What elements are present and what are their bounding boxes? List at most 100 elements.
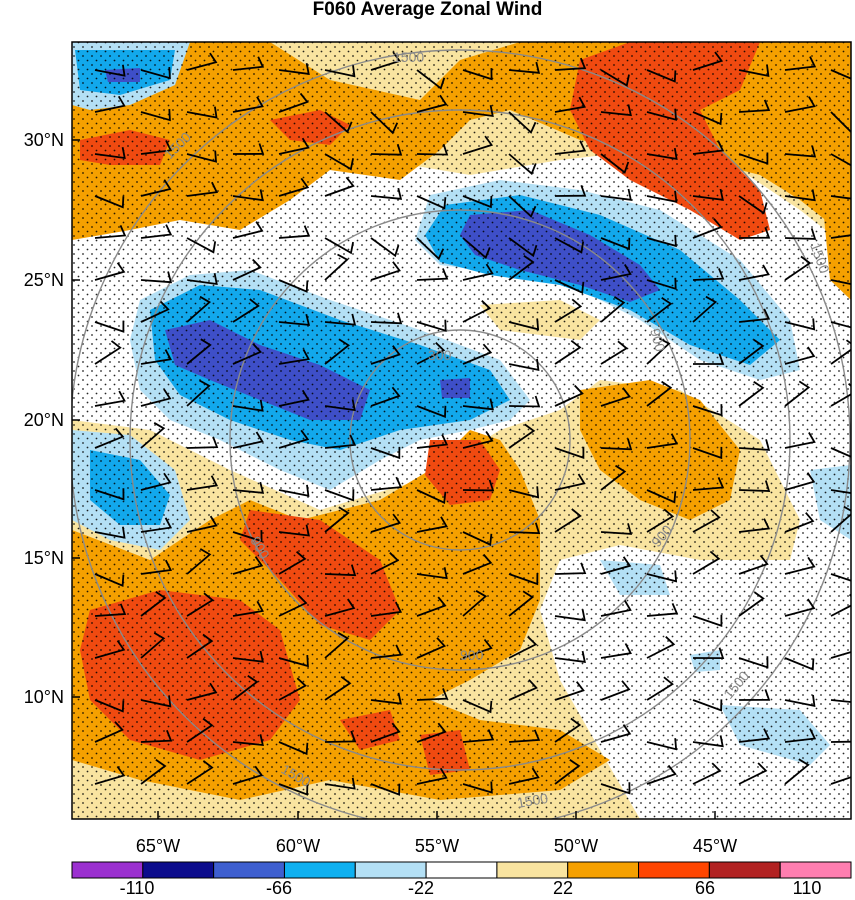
wind-barb: [554, 473, 586, 491]
wind-barb: [324, 176, 355, 197]
wind-barb: [186, 592, 215, 617]
wind-barb: [462, 105, 494, 118]
wind-barb: [830, 593, 851, 617]
wind-barb: [692, 699, 723, 712]
wind-barb: [416, 567, 448, 580]
wind-barb: [140, 632, 166, 659]
wind-barb: [324, 399, 356, 412]
wind-barb: [232, 143, 265, 155]
wind-barb: [600, 264, 632, 281]
wind-barb: [278, 429, 310, 449]
wind-barb: [692, 218, 723, 239]
wind-barb: [94, 64, 126, 77]
wind-barb: [784, 189, 816, 202]
wind-barb: [94, 640, 126, 659]
wind-barb: [646, 676, 674, 701]
wind-barb: [692, 295, 718, 323]
wind-barb: [554, 279, 585, 295]
wind-barb: [186, 475, 219, 491]
wind-barb: [508, 572, 539, 586]
wind-barb: [600, 556, 632, 575]
colorbar-swatch: [425, 861, 498, 879]
wind-barb: [600, 296, 626, 323]
wind-barb: [738, 689, 771, 701]
wind-barb: [140, 590, 167, 617]
wind-barb: [324, 434, 357, 449]
wind-barb: [370, 261, 401, 281]
wind-barb: [232, 189, 264, 202]
wind-barb: [462, 68, 493, 81]
wind-barb: [140, 67, 171, 80]
wind-barb: [232, 343, 263, 365]
wind-barb: [600, 600, 632, 617]
wind-barb: [232, 734, 264, 747]
wind-barb: [94, 721, 124, 743]
wind-barb: [738, 308, 771, 323]
plot-frame: [71, 41, 852, 820]
wind-barb: [646, 337, 671, 365]
wind-barb: [462, 263, 494, 281]
wind-barb: [140, 300, 170, 323]
wind-barb: [646, 296, 673, 323]
wind-barb: [186, 436, 219, 449]
wind-barb: [278, 137, 310, 155]
wind-barb: [554, 96, 586, 113]
wind-barb: [140, 422, 166, 449]
wind-barb: [508, 237, 538, 258]
colorbar-label: -22: [407, 878, 434, 898]
wind-barb: [830, 383, 851, 407]
wind-barb: [508, 195, 537, 218]
lon-label-45w: 45°W: [692, 836, 738, 856]
wind-barb: [94, 573, 125, 588]
wind-barb: [278, 741, 309, 756]
wind-barb: [140, 140, 173, 155]
wind-barb: [462, 398, 494, 411]
wind-barb: [830, 279, 851, 286]
wind-barb: [646, 277, 677, 291]
wind-barb: [140, 349, 172, 365]
wind-barb: [416, 516, 448, 533]
wind-barb: [646, 147, 678, 160]
wind-barb: [370, 143, 403, 156]
wind-barb: [646, 508, 675, 533]
wind-barb: [370, 692, 402, 705]
wind-barb: [738, 339, 765, 365]
wind-barb: [784, 512, 815, 533]
contour-label: 1500: [393, 49, 424, 65]
wind-barb: [94, 603, 127, 617]
wind-barb: [738, 656, 769, 669]
wind-barb: [324, 237, 354, 255]
wind-barb: [462, 781, 493, 794]
wind-barb: [232, 765, 264, 785]
wind-barb: [186, 379, 211, 407]
wind-barb: [232, 221, 264, 239]
wind-barb: [186, 181, 219, 197]
wind-barb: [830, 740, 851, 743]
wind-barb: [784, 228, 817, 240]
wind-barb: [600, 523, 633, 535]
wind-barb: [646, 69, 677, 83]
wind-barb: [140, 179, 172, 197]
wind-barb: [370, 552, 400, 575]
colorbar-label: 110: [792, 878, 822, 898]
wind-barb: [416, 319, 447, 332]
wind-barb: [370, 312, 403, 325]
wind-barb: [324, 506, 350, 533]
wind-barb: [416, 94, 448, 113]
wind-barb: [278, 783, 309, 796]
wind-barb: [738, 226, 771, 239]
wind-barb: [462, 553, 493, 575]
wind-barb: [370, 644, 403, 659]
wind-barb: [94, 765, 126, 785]
wind-barb: [324, 730, 357, 743]
wind-barb: [416, 143, 449, 156]
wind-barb: [554, 508, 582, 533]
wind-barb: [416, 596, 447, 617]
wind-barb: [830, 153, 851, 167]
colorbar-swatch: [354, 861, 427, 879]
wind-barb: [278, 389, 310, 407]
wind-barb: [94, 195, 125, 209]
wind-barb: [600, 69, 630, 87]
wind-barb: [508, 767, 540, 785]
wind-barb: [784, 380, 811, 407]
